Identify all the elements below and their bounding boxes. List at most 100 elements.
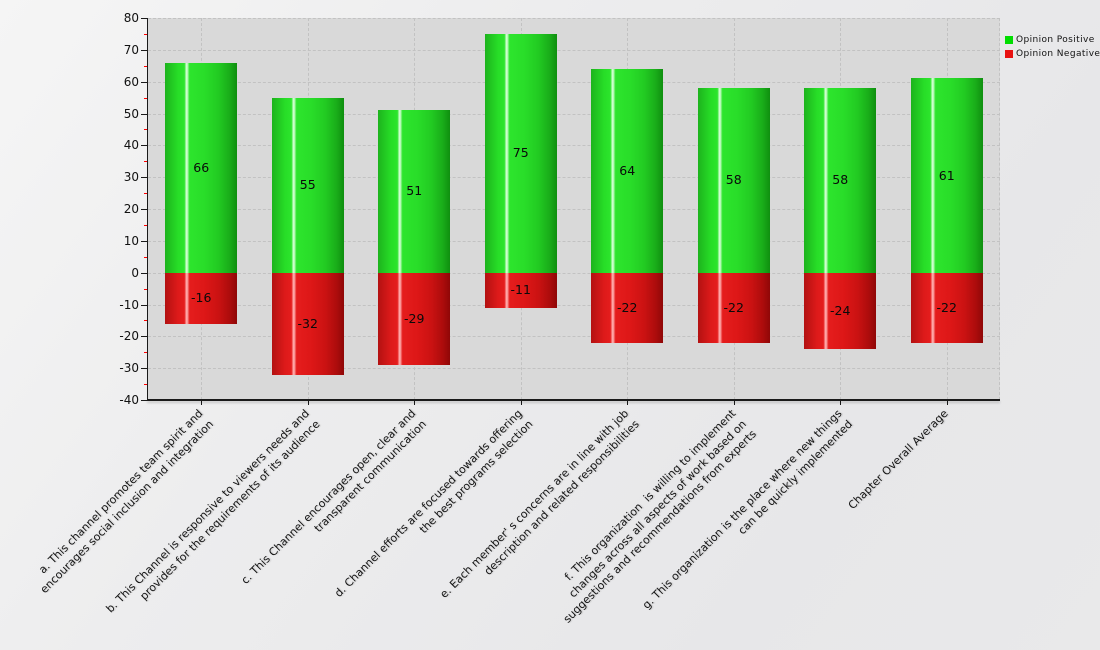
bar-value-label-negative: -16 (191, 290, 212, 306)
y-axis-tick-label: 80 (123, 11, 139, 25)
bar-value-label-negative: -22 (936, 299, 957, 315)
x-axis-tick (201, 400, 203, 405)
y-axis-line (147, 18, 148, 400)
y-axis-major-tick (141, 304, 148, 306)
x-axis-tick (733, 400, 735, 405)
y-axis-minor-tick (144, 65, 148, 67)
y-axis-tick-label: -20 (119, 329, 139, 344)
y-axis-major-tick (141, 49, 148, 51)
legend: Opinion Positive Opinion Negative (1005, 33, 1100, 61)
bar-value-label-positive: 55 (299, 177, 316, 193)
y-axis-major-tick (141, 336, 148, 338)
category-label: Chapter Overall Average (845, 407, 951, 512)
bar-negative (804, 272, 877, 350)
y-axis-minor-tick (144, 256, 148, 258)
bar-positive (378, 110, 451, 273)
y-axis-minor-tick (144, 384, 148, 386)
y-axis-minor-tick (144, 161, 148, 163)
bar-value-label-negative: -11 (510, 282, 531, 298)
legend-swatch-icon (1005, 49, 1013, 58)
y-axis-tick-label: 40 (123, 138, 139, 153)
gridline-horizontal (148, 145, 1000, 147)
bar-value-label-positive: 58 (832, 172, 849, 188)
y-axis-major-tick (141, 272, 148, 274)
gridline-horizontal (148, 368, 1000, 370)
y-axis-major-tick (141, 209, 148, 210)
gridline-horizontal (148, 209, 1000, 210)
legend-label: Opinion Negative (1016, 48, 1100, 59)
y-axis-tick-label: 60 (123, 74, 139, 89)
category-label: b. This Channel is responsive to viewers… (103, 407, 323, 616)
category-label: a. This channel promotes team spirit and… (36, 407, 216, 596)
gridline-horizontal (148, 81, 1000, 83)
gridline-horizontal (148, 177, 1000, 179)
y-axis-tick-label: -40 (119, 393, 139, 407)
bar-negative (271, 272, 344, 375)
bar-value-label-positive: 61 (938, 167, 955, 183)
y-axis-tick-label: 20 (123, 202, 139, 216)
gridline-horizontal (148, 304, 1000, 306)
y-axis-major-tick (141, 240, 148, 242)
y-axis-tick-label: 10 (123, 233, 139, 248)
bar-positive (484, 33, 557, 273)
y-axis-tick-label: 70 (123, 42, 139, 57)
y-axis-minor-tick (144, 129, 148, 131)
y-axis-minor-tick (144, 193, 148, 195)
bar-negative (378, 272, 451, 365)
category-label: c. This Channel encourages open, clear a… (238, 407, 429, 587)
y-axis-major-tick (141, 145, 148, 147)
bar-negative (484, 272, 557, 308)
bar-positive (804, 88, 877, 273)
gridline-horizontal (148, 18, 1000, 19)
legend-label: Opinion Positive (1016, 34, 1095, 45)
bar-value-label-positive: 66 (193, 159, 210, 175)
gridline-horizontal (148, 272, 1000, 274)
bar-positive (910, 78, 983, 273)
gridline-horizontal (148, 49, 1000, 51)
y-axis-minor-tick (144, 97, 148, 99)
x-axis-tick (520, 400, 522, 405)
x-axis-tick (627, 400, 629, 405)
bar-negative (165, 272, 238, 324)
bar-value-label-negative: -24 (830, 302, 851, 318)
bar-positive (591, 68, 664, 273)
y-axis-major-tick (141, 81, 148, 83)
bar-value-label-positive: 64 (619, 162, 636, 178)
bar-value-label-negative: -29 (404, 310, 425, 326)
x-axis-tick (307, 400, 309, 405)
bar-positive (165, 62, 238, 273)
x-axis-tick (414, 400, 416, 405)
y-axis-minor-tick (144, 288, 148, 290)
gridline-horizontal (148, 113, 1000, 115)
y-axis-minor-tick (144, 352, 148, 354)
bar-negative (910, 272, 983, 343)
legend-swatch-icon (1005, 35, 1013, 44)
y-axis-tick-label: 30 (123, 170, 139, 185)
y-axis-major-tick (141, 18, 148, 19)
bar-positive (697, 88, 770, 273)
y-axis-minor-tick (144, 320, 148, 322)
legend-item: Opinion Positive (1005, 33, 1100, 46)
bar-value-label-positive: 75 (512, 145, 529, 161)
y-axis-tick-label: -10 (119, 297, 139, 312)
legend-item: Opinion Negative (1005, 47, 1100, 60)
gridline-horizontal (148, 240, 1000, 242)
bar-value-label-negative: -22 (723, 299, 744, 315)
y-axis-tick-label: 0 (131, 265, 139, 280)
bar-value-label-negative: -32 (297, 315, 318, 331)
y-axis-major-tick (141, 177, 148, 179)
bar-value-label-negative: -22 (617, 299, 638, 315)
x-axis-tick (946, 400, 948, 405)
x-axis-line (147, 399, 1000, 401)
y-axis-tick-label: -30 (119, 361, 139, 376)
y-axis-minor-tick (144, 224, 148, 226)
gridline-horizontal (148, 336, 1000, 338)
y-axis-minor-tick (144, 33, 148, 35)
y-axis-major-tick (141, 368, 148, 370)
bar-negative (697, 272, 770, 343)
y-axis-major-tick (141, 400, 148, 401)
y-axis-major-tick (141, 113, 148, 115)
x-axis-tick (840, 400, 842, 405)
bar-value-label-positive: 58 (725, 172, 742, 188)
